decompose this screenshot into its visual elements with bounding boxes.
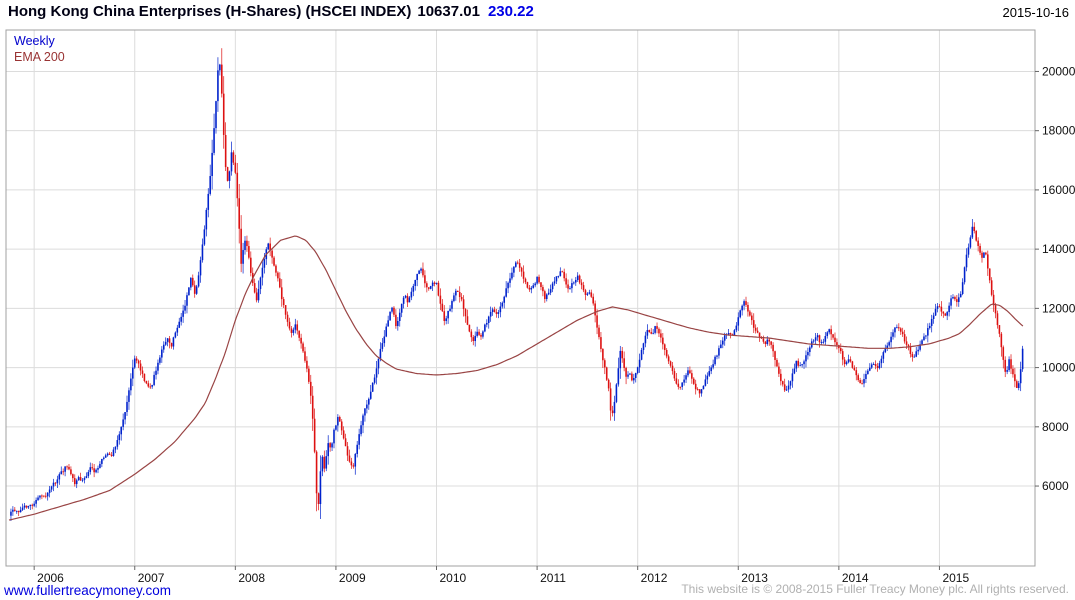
x-axis-label: 2009 [339,571,366,584]
y-axis-label: 8000 [1042,420,1069,434]
chart-title: Hong Kong China Enterprises (H-Shares) (… [8,3,412,20]
gridlines [6,30,1035,566]
legend-ema-200: EMA 200 [14,50,65,64]
ema-line [8,235,1024,521]
chart-date: 2015-10-16 [1002,5,1070,20]
plot-border [5,29,1036,567]
y-axis-label: 18000 [1042,124,1075,138]
legend-timeframe: Weekly [14,34,55,48]
site-link[interactable]: www.fullertreacymoney.com [4,583,172,598]
y-axis-label: 6000 [1042,479,1069,493]
price-chart[interactable]: 6000 8000 10000 12000 14000 16000 18000 20000 20… [0,28,1075,584]
y-axis-label: 14000 [1042,242,1075,256]
y-axis-label: 10000 [1042,361,1075,375]
last-price: 10637.01 [417,3,480,20]
change-value: 230.22 [487,3,534,20]
x-axis-label: 2006 [37,571,64,584]
plot-background [6,30,1035,566]
y-axis: 6000 8000 10000 12000 14000 16000 18000 20000 [1035,64,1075,493]
chart-legend: Weekly EMA 200 [14,33,65,65]
x-axis-label: 2010 [440,571,467,584]
x-axis-label: 2011 [540,571,566,584]
copyright-text: This website is © 2008-2015 Fuller Treac… [681,582,1069,596]
chart-header: Hong Kong China Enterprises (H-Shares) (… [8,3,1067,27]
x-axis-label: 2012 [641,571,668,584]
x-axis-label: 2013 [741,571,768,584]
x-axis-label: 2014 [842,571,869,584]
x-axis: 2006 2007 2008 2009 2010 2011 2012 2013 2014 2015 [33,566,969,584]
y-axis-label: 16000 [1042,183,1075,197]
y-axis-label: 20000 [1042,64,1075,78]
x-axis-label: 2007 [138,571,165,584]
candles-layer [10,48,1024,521]
x-axis-label: 2008 [238,571,265,584]
x-axis-label: 2015 [942,571,969,584]
y-axis-label: 12000 [1042,301,1075,315]
